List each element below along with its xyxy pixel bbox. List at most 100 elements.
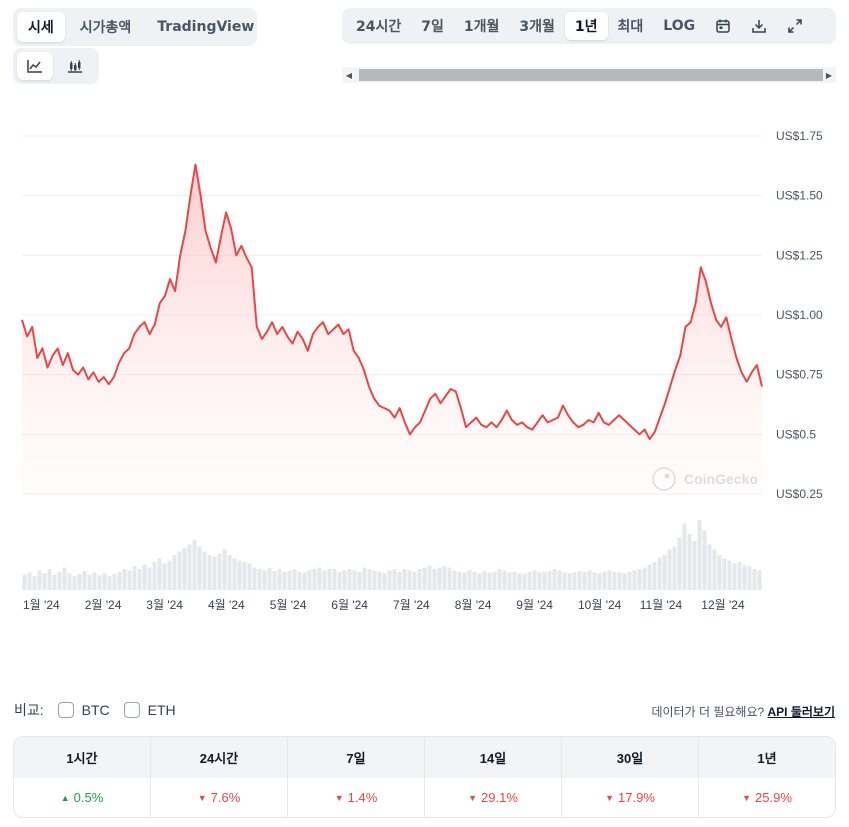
expand-icon[interactable] bbox=[777, 12, 813, 40]
compare-option-btc[interactable]: BTC bbox=[81, 702, 110, 718]
volume-bar bbox=[377, 571, 382, 590]
volume-bar bbox=[747, 566, 752, 590]
volume-bar bbox=[127, 570, 132, 590]
volume-bar bbox=[757, 570, 762, 590]
volume-bar bbox=[507, 572, 512, 590]
x-tick-label: 12월 '24 bbox=[701, 598, 745, 612]
volume-bar bbox=[57, 571, 62, 590]
volume-bar bbox=[327, 569, 332, 590]
volume-bar bbox=[547, 571, 552, 590]
range-tab-5[interactable]: 최대 bbox=[617, 19, 644, 35]
compare-option-eth[interactable]: ETH bbox=[147, 702, 176, 718]
watermark-label: CoinGecko bbox=[684, 471, 758, 487]
coingecko-watermark: CoinGecko bbox=[652, 467, 758, 491]
view-tab-1[interactable]: 시가총액 bbox=[79, 20, 132, 36]
volume-bar bbox=[677, 537, 682, 590]
volume-bar bbox=[27, 572, 32, 590]
volume-bar bbox=[337, 571, 342, 590]
volume-bar bbox=[362, 567, 367, 590]
view-tab-2[interactable]: TradingView bbox=[157, 19, 255, 35]
chart-scrollbar[interactable]: ◀ ▶ bbox=[342, 67, 836, 83]
volume-bar bbox=[242, 562, 247, 590]
volume-bar bbox=[237, 560, 242, 590]
candlestick-chart-icon[interactable] bbox=[57, 52, 93, 80]
volume-bar bbox=[427, 566, 432, 590]
range-tab-3[interactable]: 3개월 bbox=[519, 19, 555, 35]
price-line bbox=[21, 163, 763, 441]
volume-bar bbox=[307, 570, 312, 590]
range-tab-1[interactable]: 7일 bbox=[421, 19, 444, 35]
volume-bar bbox=[472, 571, 477, 590]
price-chart[interactable]: US$1.75 US$1.50 US$1.25 US$1.00 US$0.75 US$0.… bbox=[0, 100, 849, 630]
volume-bar bbox=[62, 567, 67, 590]
volume-bar bbox=[632, 570, 637, 590]
change-value-text: 17.9% bbox=[618, 790, 655, 805]
download-icon[interactable] bbox=[741, 12, 777, 40]
volume-bar bbox=[357, 571, 362, 590]
scroll-left-arrow[interactable]: ◀ bbox=[345, 70, 353, 80]
volume-bar bbox=[607, 570, 612, 590]
caret-up-icon: ▲ bbox=[60, 792, 70, 803]
volume-bar bbox=[402, 569, 407, 590]
volume-bar bbox=[592, 572, 597, 590]
x-tick-label: 10월 '24 bbox=[578, 598, 622, 612]
volume-bar bbox=[352, 570, 357, 590]
volume-bar bbox=[702, 530, 707, 590]
volume-bar bbox=[257, 569, 262, 590]
volume-bar bbox=[707, 544, 712, 590]
change-column: 1시간 ▲ 0.5% bbox=[14, 737, 150, 817]
volume-bar bbox=[372, 570, 377, 590]
compare-checkbox-btc[interactable] bbox=[57, 702, 74, 718]
y-axis-labels: US$1.75 US$1.50 US$1.25 US$1.00 US$0.75 US$0.… bbox=[776, 129, 823, 501]
range-tab-0[interactable]: 24시간 bbox=[356, 19, 402, 35]
volume-bar bbox=[557, 570, 562, 590]
caret-down-icon: ▼ bbox=[334, 792, 344, 803]
y-tick-label: US$1.00 bbox=[776, 308, 823, 322]
change-column: 24시간 ▼ 7.6% bbox=[150, 737, 287, 817]
range-tab-2[interactable]: 1개월 bbox=[463, 19, 500, 35]
volume-bar bbox=[542, 571, 547, 590]
range-tab-4[interactable]: 1년 bbox=[564, 12, 608, 40]
compare-checkbox-eth[interactable] bbox=[123, 702, 140, 718]
volume-bar bbox=[502, 570, 507, 590]
view-tab-0[interactable]: 시세 bbox=[17, 12, 65, 42]
volume-bar bbox=[92, 572, 97, 590]
volume-bar bbox=[132, 566, 137, 590]
volume-bar bbox=[302, 572, 307, 590]
volume-bar bbox=[417, 569, 422, 590]
volume-bar bbox=[67, 573, 72, 590]
volume-bar bbox=[192, 539, 197, 590]
y-tick-label: US$0.75 bbox=[776, 368, 823, 382]
x-tick-label: 2월 '24 bbox=[85, 598, 122, 612]
volume-bar bbox=[332, 569, 337, 590]
x-tick-label: 3월 '24 bbox=[146, 598, 183, 612]
calendar-icon[interactable] bbox=[705, 12, 741, 40]
change-column: 14일 ▼ 29.1% bbox=[424, 737, 561, 817]
change-period: 7일 bbox=[288, 737, 424, 778]
volume-bar bbox=[102, 573, 107, 590]
volume-bar bbox=[647, 564, 652, 590]
volume-bar bbox=[137, 569, 142, 590]
scroll-right-arrow[interactable]: ▶ bbox=[825, 70, 833, 80]
volume-bar bbox=[347, 569, 352, 590]
volume-bar bbox=[442, 566, 447, 590]
api-prompt-text: 데이터가 더 필요해요? bbox=[651, 705, 765, 719]
volume-bar bbox=[97, 575, 102, 590]
volume-bar bbox=[452, 570, 457, 590]
volume-bar bbox=[692, 541, 697, 590]
api-link[interactable]: API 둘러보기 bbox=[767, 705, 836, 719]
volume-bar bbox=[172, 555, 177, 590]
volume-bar bbox=[182, 548, 187, 590]
volume-bar bbox=[232, 558, 237, 590]
volume-bar bbox=[247, 563, 252, 590]
line-chart-icon[interactable] bbox=[17, 52, 53, 80]
range-tab-6[interactable]: LOG bbox=[663, 18, 696, 34]
volume-bar bbox=[752, 569, 757, 590]
volume-bar bbox=[152, 562, 157, 590]
volume-bar bbox=[262, 570, 267, 590]
chart-type-toggle bbox=[13, 48, 99, 84]
volume-bar bbox=[37, 570, 42, 590]
volume-bar bbox=[87, 574, 92, 590]
volume-bar bbox=[512, 571, 517, 590]
scrollbar-thumb[interactable] bbox=[359, 69, 823, 81]
